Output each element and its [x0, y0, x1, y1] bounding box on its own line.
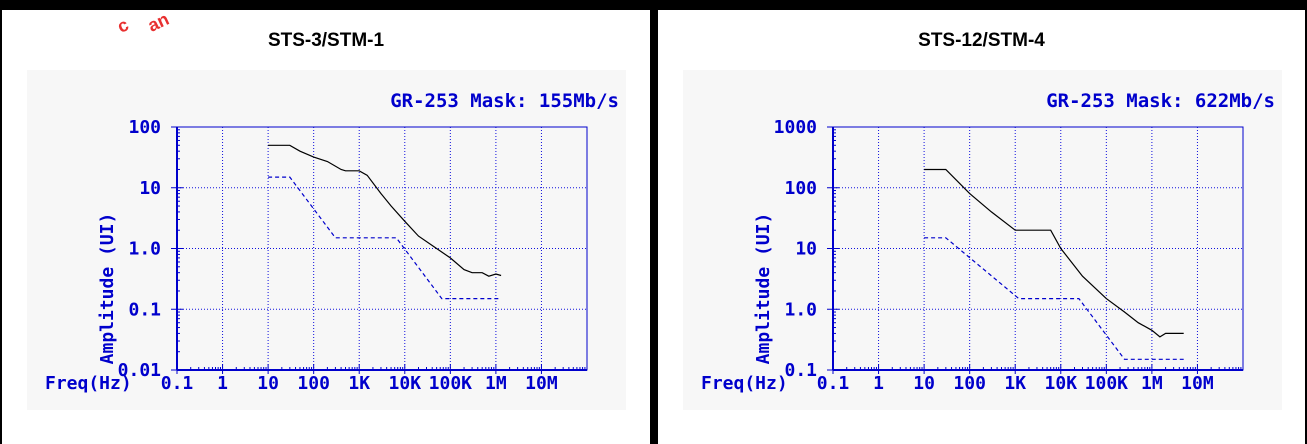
tolerance-curve [924, 168, 1184, 338]
x-tick-label: 100K [1085, 373, 1129, 394]
x-tick-label: 0.1 [817, 373, 850, 394]
y-tick-label: 100 [128, 117, 161, 138]
x-tick-label: 1M [485, 373, 507, 394]
y-tick-label: 1000 [774, 117, 817, 138]
mask-line [268, 176, 502, 300]
x-tick-label: 1M [1141, 373, 1163, 394]
x-axis-label: Freq(Hz) [701, 373, 788, 394]
plot-area: GR-253 Mask: 155Mb/s 0.01 0.1 1.0 10 100 0.1 1 1… [27, 70, 626, 410]
y-axis-label: Amplitude (UI) [97, 213, 118, 365]
x-tick-label: 100K [429, 373, 473, 394]
y-tick-label: 10 [795, 239, 817, 260]
chart-title: STS-12/STM-4 [918, 30, 1045, 51]
chart-subtitle: GR-253 Mask: 155Mb/s [390, 90, 619, 112]
y-tick-label: 1.0 [784, 299, 817, 320]
tolerance-curve [268, 144, 502, 277]
x-tick-label: 10 [913, 373, 935, 394]
plot-area: GR-253 Mask: 622Mb/s 0.1 1.0 10 100 1000 0.1 1 1… [683, 70, 1282, 410]
x-tick-label: 10K [1045, 373, 1078, 394]
y-tick-label: 1.0 [128, 239, 161, 260]
y-axis-label: Amplitude (UI) [753, 213, 774, 365]
x-tick-label: 10K [389, 373, 422, 394]
panel-divider [650, 0, 658, 444]
y-tick-label: 100 [784, 178, 817, 199]
y-tick-label: 0.01 [118, 360, 161, 381]
x-axis-label: Freq(Hz) [45, 373, 132, 394]
y-tick-label: 0.1 [128, 299, 161, 320]
panel-sts3: STS-3/STM-1 GR-253 Mask: 155Mb/s 0.01 0.1 1… [2, 10, 650, 444]
panel-sts12: STS-12/STM-4 GR-253 Mask: 622Mb/s 0.1 1.0 1… [658, 10, 1305, 444]
chart-svg: GR-253 Mask: 622Mb/s 0.1 1.0 10 100 1000 0.1 1 1… [701, 90, 1275, 394]
chart-title: STS-3/STM-1 [267, 30, 385, 51]
y-tick-label: 10 [139, 178, 161, 199]
x-tick-label: 1K [348, 373, 370, 394]
y-tick-label: 0.1 [784, 360, 817, 381]
x-tick-label: 1K [1004, 373, 1026, 394]
x-tick-label: 10M [1181, 373, 1214, 394]
mask-line [924, 237, 1184, 360]
chart-subtitle: GR-253 Mask: 622Mb/s [1046, 90, 1275, 112]
x-tick-label: 0.1 [161, 373, 194, 394]
x-tick-label: 10 [257, 373, 279, 394]
x-tick-label: 100 [297, 373, 330, 394]
x-tick-label: 1 [873, 373, 884, 394]
x-tick-label: 1 [217, 373, 228, 394]
x-tick-label: 100 [953, 373, 986, 394]
x-tick-label: 10M [525, 373, 558, 394]
